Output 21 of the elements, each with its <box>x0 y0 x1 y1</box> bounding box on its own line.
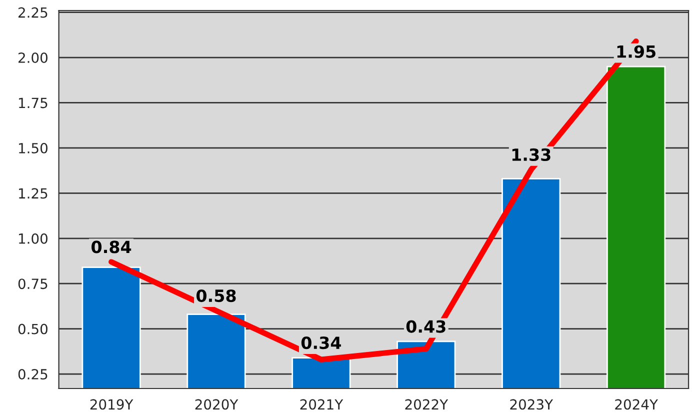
x-tick-label: 2024Y <box>615 399 658 410</box>
data-label: 0.43 <box>406 320 446 333</box>
y-tick-label: 1.75 <box>19 98 48 108</box>
x-tick-label: 2020Y <box>195 399 238 410</box>
data-label: 0.58 <box>196 289 236 302</box>
y-tick-label: 1.50 <box>19 142 48 154</box>
y-tick-label: 0.75 <box>18 278 48 290</box>
y-tick-label: 1.00 <box>19 233 48 244</box>
data-label: 0.34 <box>301 336 341 350</box>
y-tick-label: 2.25 <box>18 7 48 18</box>
y-tick-label: 0.25 <box>18 369 48 380</box>
x-tick-label: 2021Y <box>300 399 344 410</box>
y-tick-label: 2.00 <box>18 52 48 63</box>
y-tick-label: 1.25 <box>19 188 48 199</box>
x-tick-label: 2023Y <box>510 399 554 410</box>
data-label: 1.95 <box>617 45 656 58</box>
x-tick-label: 2019Y <box>90 399 134 410</box>
y-tick-label: 0.50 <box>18 324 48 334</box>
data-label: 1.33 <box>512 148 550 162</box>
x-tick-label: 2022Y <box>405 399 448 410</box>
data-label: 0.84 <box>92 240 132 254</box>
